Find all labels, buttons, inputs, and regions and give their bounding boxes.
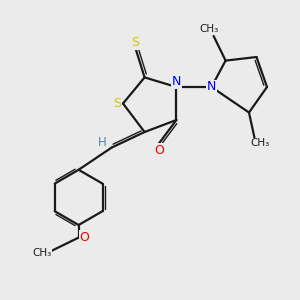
Text: S: S: [132, 36, 140, 49]
Text: CH₃: CH₃: [200, 24, 219, 34]
Text: CH₃: CH₃: [250, 138, 269, 148]
Text: N: N: [207, 80, 216, 94]
Text: O: O: [80, 231, 89, 244]
Text: N: N: [172, 75, 181, 88]
Text: H: H: [98, 136, 107, 149]
Text: O: O: [154, 143, 164, 157]
Text: CH₃: CH₃: [32, 248, 52, 258]
Text: S: S: [114, 97, 122, 110]
